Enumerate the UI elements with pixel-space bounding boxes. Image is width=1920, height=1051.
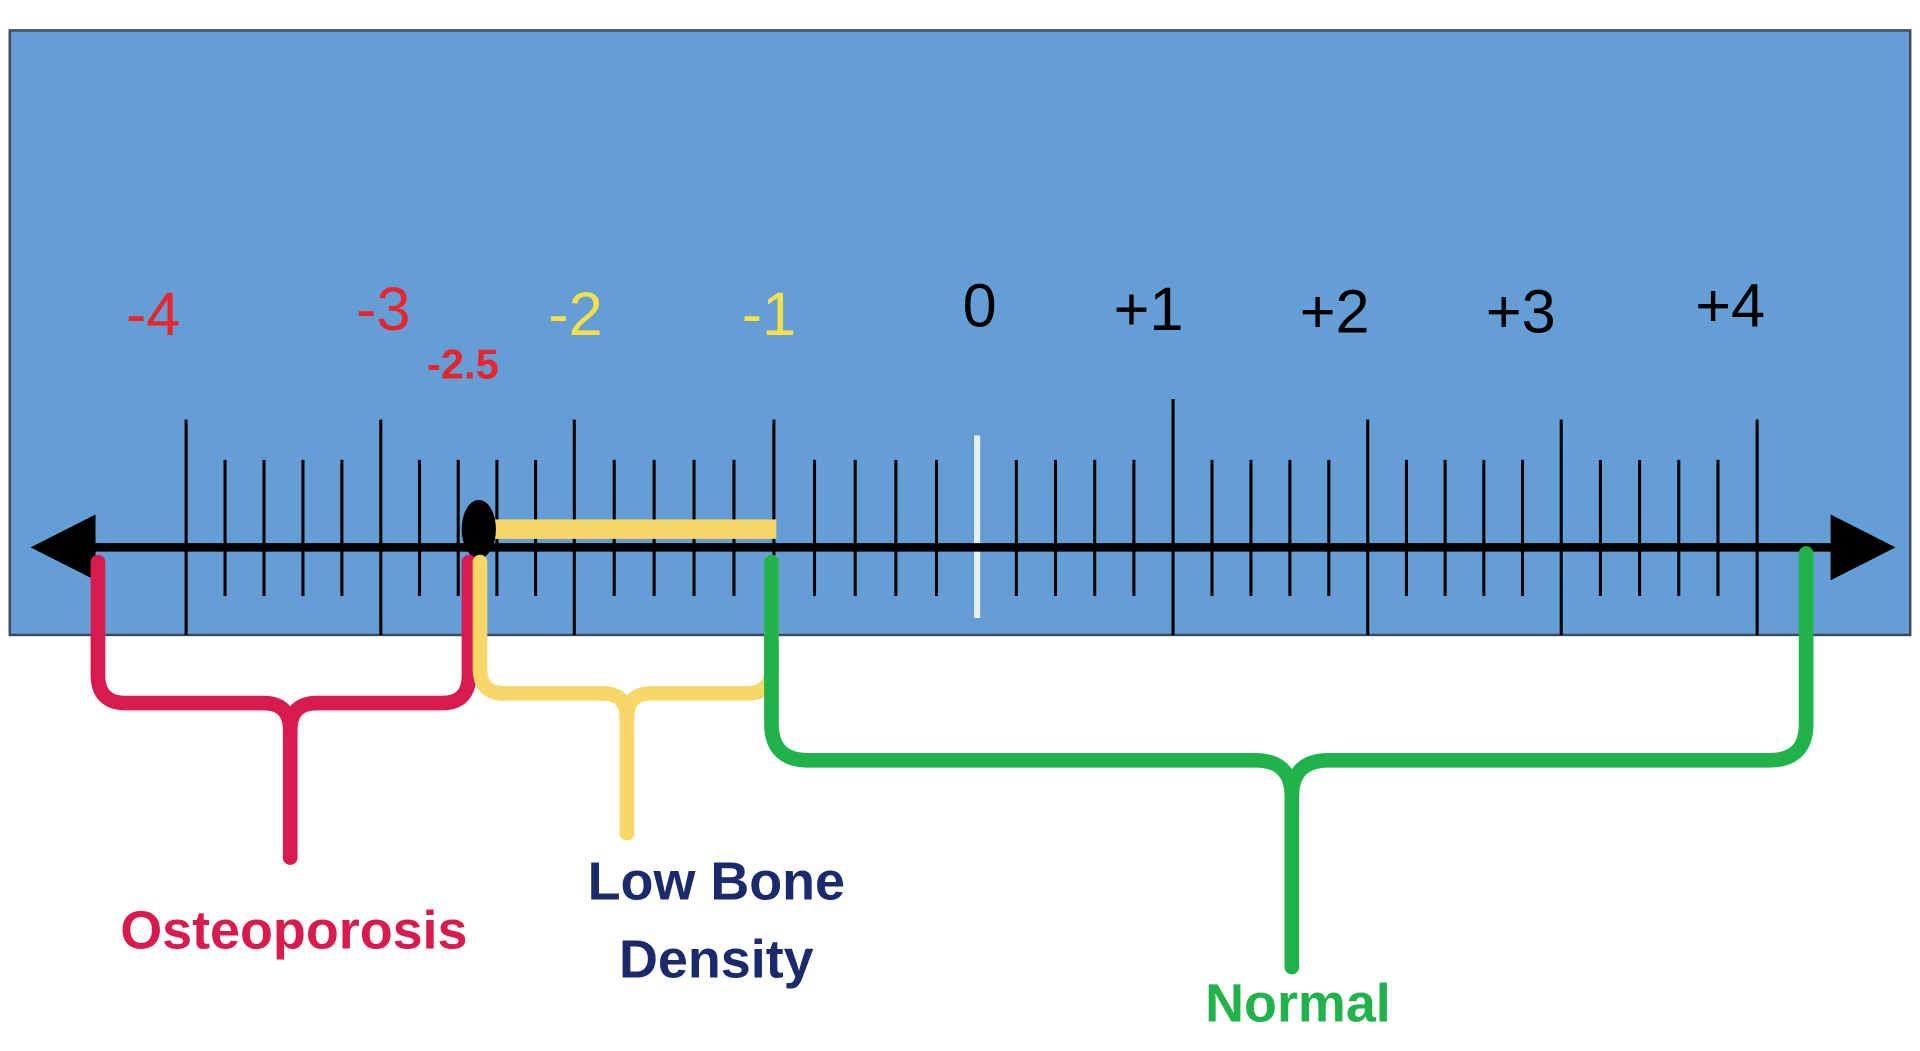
scale-label: 0: [963, 271, 997, 339]
osteoporosis-bracket: [90, 554, 477, 865]
scale-label: -2: [548, 280, 602, 348]
marker-label: -2.5: [427, 340, 499, 387]
cutoff-marker: [461, 499, 496, 559]
scale-label: -3: [356, 275, 410, 343]
arrow-left: [30, 514, 96, 581]
normal-bracket: [764, 546, 1814, 975]
low-density-bar: [477, 519, 777, 539]
scale-label: +1: [1114, 275, 1184, 343]
range-label: Osteoporosis: [120, 901, 467, 961]
scale-label: +4: [1695, 271, 1765, 339]
scale-label: +2: [1300, 278, 1370, 346]
range-label: Normal: [1205, 974, 1391, 1034]
range-label: Density: [619, 930, 814, 990]
arrow-right: [1830, 514, 1896, 581]
scale-label: -1: [742, 280, 796, 348]
scale-label: -4: [126, 280, 180, 348]
scale-label: +3: [1486, 278, 1556, 346]
scale-panel: [8, 29, 1912, 637]
range-label: Low Bone: [588, 852, 845, 912]
